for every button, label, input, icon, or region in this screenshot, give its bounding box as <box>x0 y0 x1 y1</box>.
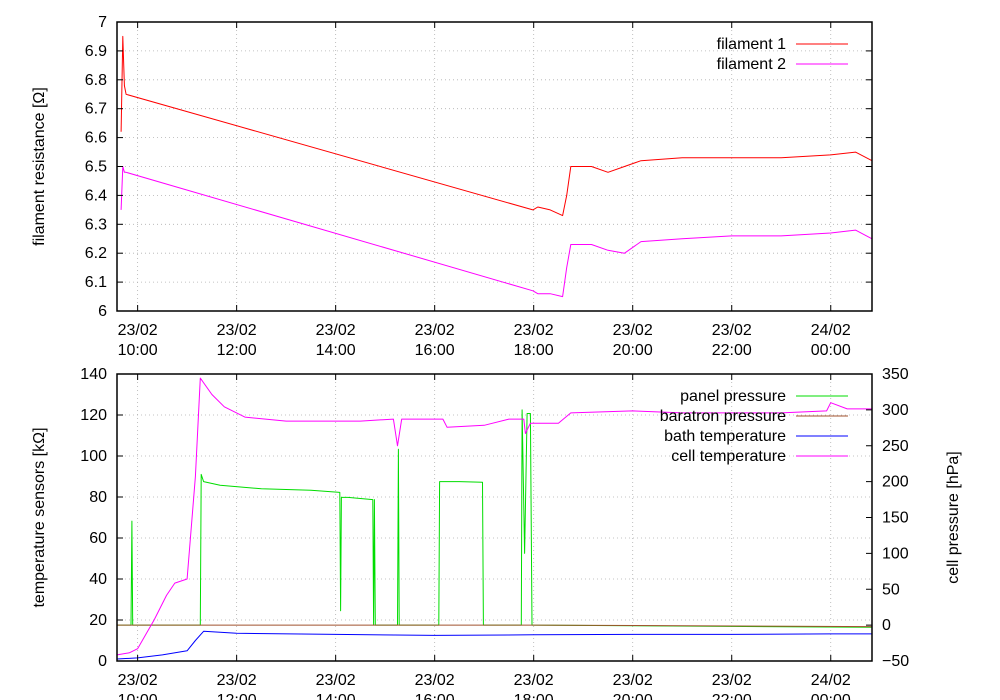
sensor-chart-x-tick-time: 22:00 <box>712 692 752 700</box>
sensor-chart-x-tick-time: 20:00 <box>613 692 653 700</box>
sensor-chart-y-axis-label: temperature sensors [kΩ] <box>31 427 48 607</box>
sensor-chart-y-tick-label: 0 <box>98 653 107 670</box>
sensor-chart-x-tick-time: 00:00 <box>811 692 851 700</box>
sensor-chart-y2-ticks: −50 0 50 100 150 200 250 300 350 <box>866 366 909 670</box>
filament-chart: 6 6.1 6.2 6.3 6.4 6.5 6.6 6.7 6.8 6.9 7 23/02 10:00… <box>31 14 873 359</box>
filament-chart-y-tick-label: 7 <box>98 14 107 31</box>
filament-chart-x-tick-date: 23/02 <box>316 322 356 339</box>
filament-chart-y-tick-label: 6.9 <box>85 43 107 60</box>
filament-chart-x-tick-time: 12:00 <box>217 342 257 359</box>
sensor-chart-y2-tick-label: 0 <box>882 617 891 634</box>
series-line-panel-pressure <box>117 409 873 628</box>
sensor-chart-x-tick-date: 23/02 <box>217 672 257 689</box>
filament-chart-series <box>120 35 873 298</box>
sensor-chart-x-tick-date: 23/02 <box>613 672 653 689</box>
filament-chart-y-tick-label: 6 <box>98 303 107 320</box>
sensor-chart-x-tick-date: 23/02 <box>316 672 356 689</box>
sensor-chart-y2-tick-label: 250 <box>882 438 909 455</box>
filament-chart-y-tick-label: 6.7 <box>85 101 107 118</box>
filament-chart-y-tick-label: 6.8 <box>85 72 107 89</box>
filament-chart-y-ticks: 6 6.1 6.2 6.3 6.4 6.5 6.6 6.7 6.8 6.9 7 <box>85 14 872 320</box>
filament-chart-x-tick-time: 16:00 <box>415 342 455 359</box>
sensor-chart-y-tick-label: 40 <box>89 571 107 588</box>
filament-chart-x-tick-date: 24/02 <box>811 322 851 339</box>
sensor-chart-series <box>116 377 873 660</box>
filament-chart-x-tick-time: 22:00 <box>712 342 752 359</box>
sensor-chart-y2-tick-label: −50 <box>882 653 909 670</box>
filament-chart-y-tick-label: 6.4 <box>85 187 107 204</box>
sensor-chart-x-tick-time: 10:00 <box>118 692 158 700</box>
filament-chart-x-tick-date: 23/02 <box>217 322 257 339</box>
filament-chart-x-tick-date: 23/02 <box>118 322 158 339</box>
sensor-chart-x-tick-date: 23/02 <box>712 672 752 689</box>
sensor-chart-y2-axis-label: cell pressure [hPa] <box>945 451 962 584</box>
sensor-chart-x-tick-time: 18:00 <box>514 692 554 700</box>
filament-chart-x-tick-time: 20:00 <box>613 342 653 359</box>
sensor-chart-x-tick-time: 16:00 <box>415 692 455 700</box>
legend-label-filament-2: filament 2 <box>717 56 786 73</box>
sensor-chart-y2-tick-label: 350 <box>882 366 909 383</box>
sensor-chart-y2-tick-label: 150 <box>882 510 909 527</box>
sensor-chart-x-tick-time: 12:00 <box>217 692 257 700</box>
filament-chart-x-tick-date: 23/02 <box>514 322 554 339</box>
filament-chart-y-tick-label: 6.3 <box>85 216 107 233</box>
sensor-chart-x-ticks: 23/02 10:00 23/02 12:00 23/02 14:00 23/02 16:00… <box>118 374 851 700</box>
sensor-chart-y-ticks: 0 20 40 60 80 100 120 140 <box>80 366 123 670</box>
sensor-chart-y2-tick-label: 100 <box>882 545 909 562</box>
sensor-chart-x-tick-date: 23/02 <box>415 672 455 689</box>
sensor-chart-y-tick-label: 140 <box>80 366 107 383</box>
sensor-chart-y-tick-label: 100 <box>80 448 107 465</box>
filament-chart-x-ticks: 23/02 10:00 23/02 12:00 23/02 14:00 23/02 16:00… <box>118 22 851 359</box>
filament-chart-y-tick-label: 6.5 <box>85 159 107 176</box>
legend-label-baratron-pressure: baratron pressure <box>660 408 786 425</box>
sensor-chart-y-tick-label: 20 <box>89 612 107 629</box>
sensor-chart-y-tick-label: 60 <box>89 530 107 547</box>
sensor-chart-x-tick-time: 14:00 <box>316 692 356 700</box>
series-line-filament-1 <box>120 35 873 217</box>
series-line-filament-2 <box>120 166 873 298</box>
filament-chart-x-tick-time: 10:00 <box>118 342 158 359</box>
filament-chart-y-tick-label: 6.2 <box>85 245 107 262</box>
series-line-baratron-pressure <box>117 624 873 628</box>
sensor-chart-y-tick-label: 80 <box>89 489 107 506</box>
sensor-chart-legend: panel pressure baratron pressure bath temp… <box>660 388 848 465</box>
filament-chart-y-axis-label: filament resistance [Ω] <box>31 87 48 246</box>
legend-label-filament-1: filament 1 <box>717 36 786 53</box>
filament-chart-x-tick-date: 23/02 <box>613 322 653 339</box>
filament-chart-x-tick-date: 23/02 <box>415 322 455 339</box>
series-line-bath-temperature <box>116 630 872 660</box>
legend-label-bath-temperature: bath temperature <box>664 428 786 445</box>
sensor-chart-x-tick-date: 23/02 <box>118 672 158 689</box>
filament-chart-x-tick-date: 23/02 <box>712 322 752 339</box>
filament-chart-x-tick-time: 18:00 <box>514 342 554 359</box>
legend-label-panel-pressure: panel pressure <box>680 388 786 405</box>
filament-chart-legend: filament 1 filament 2 <box>717 36 848 73</box>
sensor-chart: 0 20 40 60 80 100 120 140 −50 0 50 100 150 200 250 300… <box>31 366 962 700</box>
sensor-chart-x-tick-date: 24/02 <box>811 672 851 689</box>
sensor-chart-y2-tick-label: 200 <box>882 474 909 491</box>
legend-label-cell-temperature: cell temperature <box>671 448 786 465</box>
filament-chart-y-tick-label: 6.1 <box>85 274 107 291</box>
sensor-chart-y-tick-label: 120 <box>80 407 107 424</box>
filament-chart-x-tick-time: 14:00 <box>316 342 356 359</box>
filament-chart-x-tick-time: 00:00 <box>811 342 851 359</box>
series-line-cell-temperature <box>116 377 872 656</box>
filament-chart-grid <box>117 22 872 311</box>
sensor-chart-y2-tick-label: 50 <box>882 581 900 598</box>
filament-chart-y-tick-label: 6.6 <box>85 130 107 147</box>
sensor-chart-x-tick-date: 23/02 <box>514 672 554 689</box>
sensor-chart-y2-tick-label: 300 <box>882 402 909 419</box>
